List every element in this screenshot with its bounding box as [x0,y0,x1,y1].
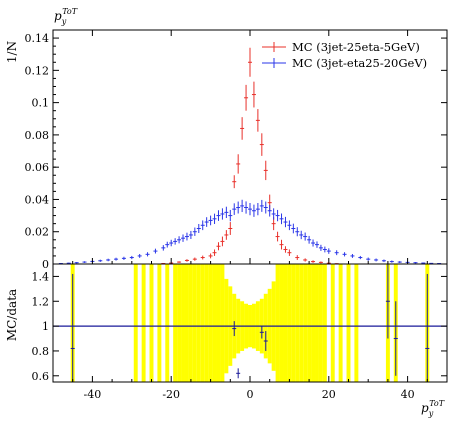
band-bin [157,264,162,382]
bottom-ytick-label: 0.6 [32,370,50,383]
x-axis-label: pyToT [421,399,445,418]
xtick-label: -20 [162,388,180,401]
band-bin [275,264,280,382]
top-ytick-label: 0.06 [25,161,50,174]
band-bin [287,264,292,382]
band-bin [354,264,359,382]
band-bin [181,264,185,382]
band-bin [279,264,284,382]
band-bin [165,264,170,382]
top-ytick-label: 0 [42,258,49,271]
top-ytick-label: 0.04 [25,193,50,206]
band-bin [291,264,296,382]
bottom-ytick-label: 1 [42,320,49,333]
band-bin [149,264,154,382]
xtick-label: 20 [322,388,336,401]
top-ytick-label: 0.12 [25,64,50,77]
bottom-ylabel: MC/data [5,289,19,341]
band-bin [204,264,209,382]
band-bin [346,264,351,382]
band-bin [303,264,308,382]
band-bin [311,264,316,382]
bottom-ytick-label: 0.8 [32,345,50,358]
band-bin [192,264,197,382]
band-bin [141,264,146,382]
band-bin [330,264,335,382]
band-bin [200,264,205,382]
axis-ticks: 0 0.02 0.04 0.06 0.08 0.1 0.12 0.14 0.6 0.8 1 1.2 1.… [25,30,448,401]
band-bin [283,264,288,382]
top-ylabel-top: pyToT [54,7,78,26]
legend: MC (3jet-25eta-5GeV) MC (3jet-eta25-20GeV… [262,40,427,70]
top-ytick-label: 0.08 [25,129,50,142]
band-bin [338,264,343,382]
bottom-ytick-label: 1.4 [32,270,50,283]
band-bin [315,264,319,382]
top-ylabel: 1/N [5,41,19,63]
band-bin [133,264,138,382]
xtick-label: 40 [401,388,415,401]
xtick-label: 0 [247,388,254,401]
legend-label: MC (3jet-eta25-20GeV) [292,56,427,70]
top-series [58,47,442,265]
band-bin [212,264,217,382]
band-bin [208,264,213,382]
top-ytick-label: 0.14 [25,32,50,45]
top-ytick-label: 0.1 [32,97,50,110]
bottom-ytick-label: 1.2 [32,295,50,308]
band-bin [188,264,193,382]
band-bin [184,264,189,382]
band-bin [177,264,182,382]
band-bin [173,264,178,382]
band-bin [216,264,221,382]
ratio-points [70,264,430,382]
band-bin [307,264,312,382]
band-bin [220,264,225,382]
band-bin [318,264,323,382]
band-bin [299,264,304,382]
xtick-label: -40 [84,388,102,401]
band-bin [322,264,327,382]
band-bin [196,264,201,382]
top-ytick-label: 0.02 [25,226,50,239]
band-bin [295,264,300,382]
legend-label: MC (3jet-25eta-5GeV) [292,40,420,54]
